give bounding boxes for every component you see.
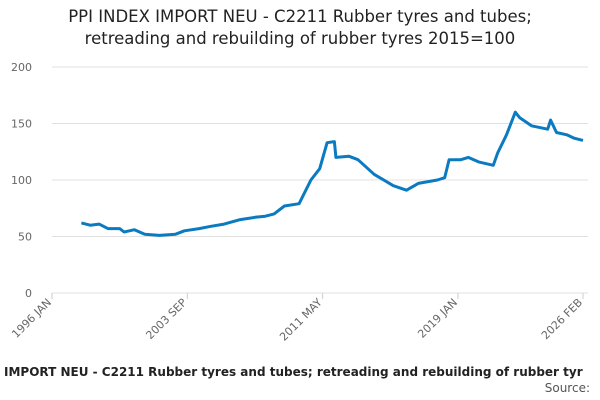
y-tick-label: 0 [25,287,32,300]
chart-title: PPI INDEX IMPORT NEU - C2211 Rubber tyre… [68,7,532,26]
y-tick-label: 150 [11,118,32,131]
y-tick-label: 50 [18,231,32,244]
y-tick-label: 100 [11,174,32,187]
chart-title: retreading and rebuilding of rubber tyre… [85,29,516,48]
x-tick-label: 2011 MAY [277,296,325,344]
x-tick-label: 1996 JAN [9,296,54,341]
source: Source: [545,381,590,395]
data-line [81,110,584,237]
x-tick-label: 2019 JAN [415,296,460,341]
x-tick-label: 2026 FEB [539,296,585,342]
y-tick-label: 200 [11,61,32,74]
x-tick-label: 2003 SEP [143,296,189,342]
footer-title: IMPORT NEU - C2211 Rubber tyres and tube… [4,365,583,379]
